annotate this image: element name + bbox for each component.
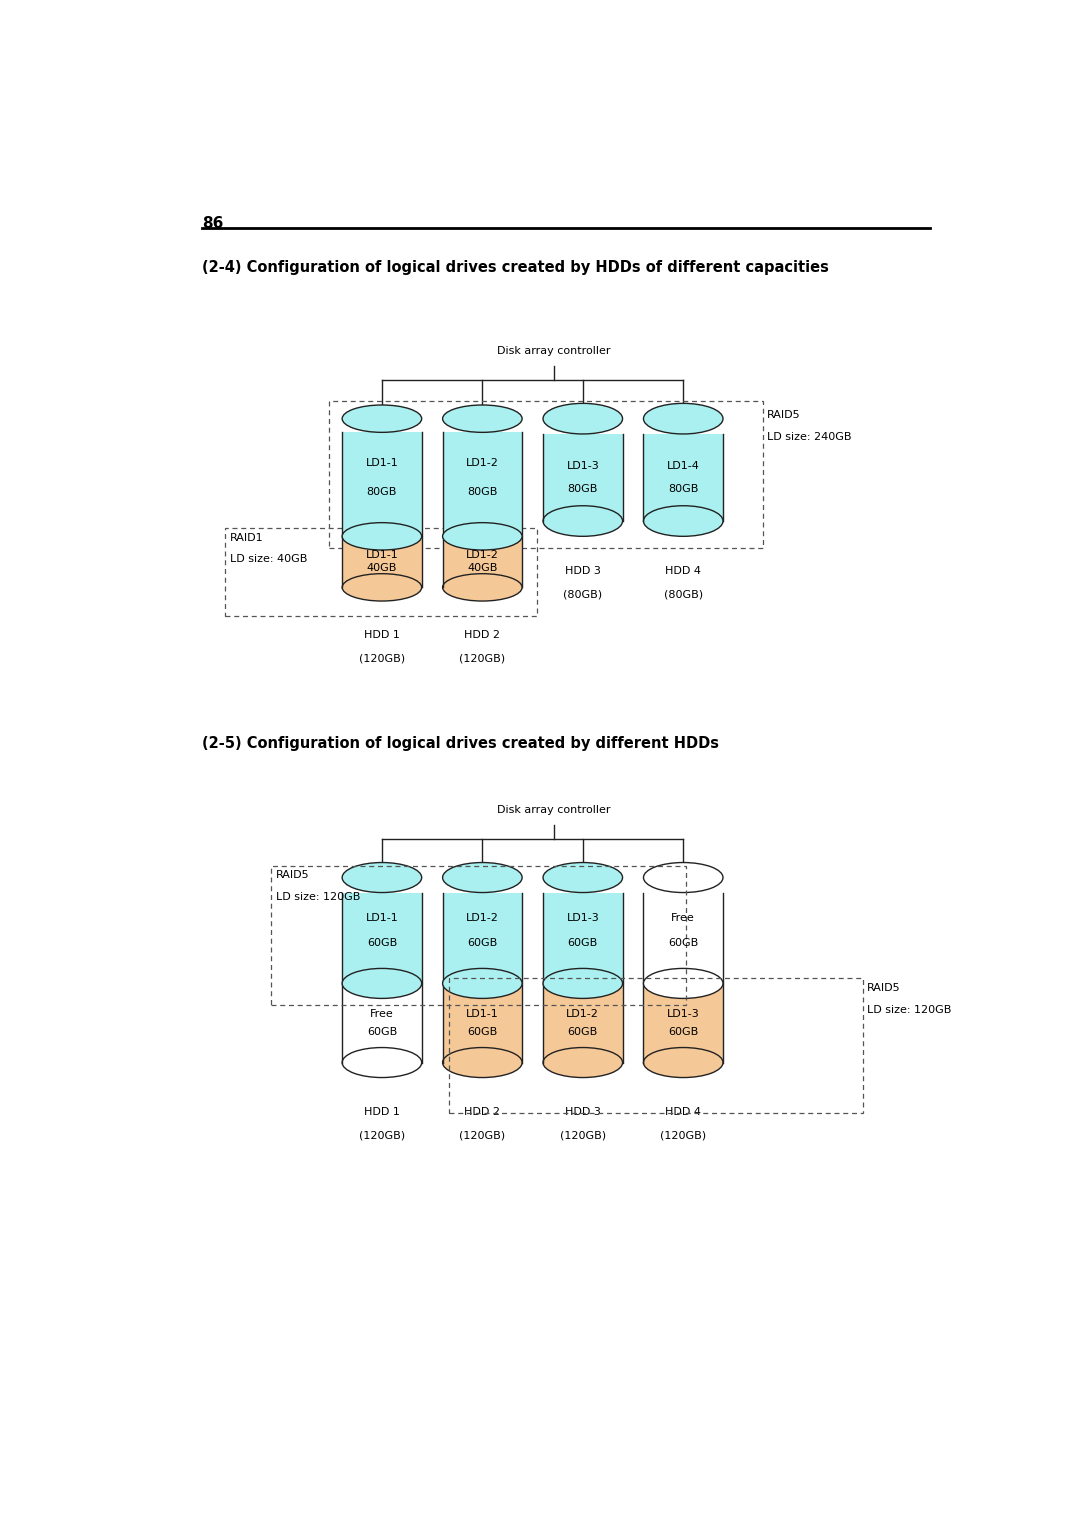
Text: 60GB: 60GB <box>367 938 397 949</box>
Ellipse shape <box>342 573 421 601</box>
Text: LD1-2: LD1-2 <box>465 912 499 923</box>
Text: LD1-2: LD1-2 <box>566 1008 599 1019</box>
Ellipse shape <box>543 506 622 536</box>
Polygon shape <box>342 984 421 1062</box>
Ellipse shape <box>443 862 522 892</box>
Text: (80GB): (80GB) <box>564 590 603 599</box>
Text: LD1-1: LD1-1 <box>465 1008 499 1019</box>
Text: LD size: 40GB: LD size: 40GB <box>230 555 307 564</box>
Bar <box>271 866 686 1004</box>
Polygon shape <box>644 892 723 984</box>
Text: HDD 4: HDD 4 <box>665 565 701 576</box>
Text: 40GB: 40GB <box>367 564 397 573</box>
Text: LD size: 240GB: LD size: 240GB <box>767 431 851 442</box>
Text: Disk array controller: Disk array controller <box>497 347 610 356</box>
Ellipse shape <box>543 969 622 998</box>
Text: (120GB): (120GB) <box>359 1131 405 1140</box>
Text: LD1-2: LD1-2 <box>465 550 499 561</box>
Ellipse shape <box>644 506 723 536</box>
Text: LD1-3: LD1-3 <box>566 912 599 923</box>
Text: 80GB: 80GB <box>468 486 498 497</box>
Text: 86: 86 <box>202 217 224 231</box>
Text: 60GB: 60GB <box>669 938 699 949</box>
Text: 60GB: 60GB <box>468 1027 498 1038</box>
Ellipse shape <box>342 862 421 892</box>
Text: 80GB: 80GB <box>367 486 397 497</box>
Text: Disk array controller: Disk array controller <box>497 805 610 814</box>
Text: LD1-4: LD1-4 <box>666 461 700 471</box>
Bar <box>449 978 863 1112</box>
Polygon shape <box>342 432 421 536</box>
Text: LD1-1: LD1-1 <box>365 458 399 469</box>
Text: RAID5: RAID5 <box>867 984 901 993</box>
Text: RAID5: RAID5 <box>275 871 309 880</box>
Text: (120GB): (120GB) <box>459 1131 505 1140</box>
Text: LD1-1: LD1-1 <box>365 912 399 923</box>
Text: RAID1: RAID1 <box>230 533 264 542</box>
Text: HDD 2: HDD 2 <box>464 1106 500 1117</box>
Text: HDD 2: HDD 2 <box>464 631 500 640</box>
Text: RAID5: RAID5 <box>767 411 800 420</box>
Ellipse shape <box>443 573 522 601</box>
Polygon shape <box>644 434 723 521</box>
Text: (120GB): (120GB) <box>660 1131 706 1140</box>
Text: LD1-3: LD1-3 <box>666 1008 700 1019</box>
Polygon shape <box>443 892 522 984</box>
Text: (2-5) Configuration of logical drives created by different HDDs: (2-5) Configuration of logical drives cr… <box>202 736 719 752</box>
Ellipse shape <box>443 523 522 550</box>
Bar <box>226 529 537 616</box>
Text: LD1-1: LD1-1 <box>365 550 399 561</box>
Ellipse shape <box>443 405 522 432</box>
Ellipse shape <box>644 862 723 892</box>
Text: Free: Free <box>672 912 696 923</box>
Ellipse shape <box>644 403 723 434</box>
Text: HDD 1: HDD 1 <box>364 631 400 640</box>
Bar <box>329 400 762 549</box>
Polygon shape <box>342 892 421 984</box>
Ellipse shape <box>342 523 421 550</box>
Text: LD size: 120GB: LD size: 120GB <box>275 892 360 902</box>
Text: 60GB: 60GB <box>468 938 498 949</box>
Polygon shape <box>443 984 522 1062</box>
Text: 60GB: 60GB <box>568 938 598 949</box>
Text: (80GB): (80GB) <box>664 590 703 599</box>
Polygon shape <box>443 432 522 536</box>
Ellipse shape <box>644 1048 723 1077</box>
Text: LD1-3: LD1-3 <box>566 461 599 471</box>
Text: HDD 1: HDD 1 <box>364 1106 400 1117</box>
Polygon shape <box>543 892 622 984</box>
Text: 60GB: 60GB <box>568 1027 598 1038</box>
Polygon shape <box>644 984 723 1062</box>
Text: HDD 3: HDD 3 <box>565 565 600 576</box>
Text: 80GB: 80GB <box>568 484 598 494</box>
Ellipse shape <box>543 862 622 892</box>
Ellipse shape <box>543 403 622 434</box>
Text: (120GB): (120GB) <box>359 654 405 665</box>
Ellipse shape <box>443 1048 522 1077</box>
Text: 40GB: 40GB <box>468 564 498 573</box>
Text: (120GB): (120GB) <box>459 654 505 665</box>
Ellipse shape <box>342 405 421 432</box>
Ellipse shape <box>543 1048 622 1077</box>
Ellipse shape <box>342 1048 421 1077</box>
Text: (2-4) Configuration of logical drives created by HDDs of different capacities: (2-4) Configuration of logical drives cr… <box>202 260 828 275</box>
Text: HDD 3: HDD 3 <box>565 1106 600 1117</box>
Text: Free: Free <box>370 1008 394 1019</box>
Text: HDD 4: HDD 4 <box>665 1106 701 1117</box>
Ellipse shape <box>644 969 723 998</box>
Text: LD1-2: LD1-2 <box>465 458 499 469</box>
Polygon shape <box>543 434 622 521</box>
Polygon shape <box>543 984 622 1062</box>
Text: 80GB: 80GB <box>669 484 699 494</box>
Text: LD size: 120GB: LD size: 120GB <box>867 1004 951 1015</box>
Polygon shape <box>443 536 522 587</box>
Polygon shape <box>342 536 421 587</box>
Text: 60GB: 60GB <box>367 1027 397 1038</box>
Ellipse shape <box>342 969 421 998</box>
Text: 60GB: 60GB <box>669 1027 699 1038</box>
Text: (120GB): (120GB) <box>559 1131 606 1140</box>
Ellipse shape <box>443 969 522 998</box>
